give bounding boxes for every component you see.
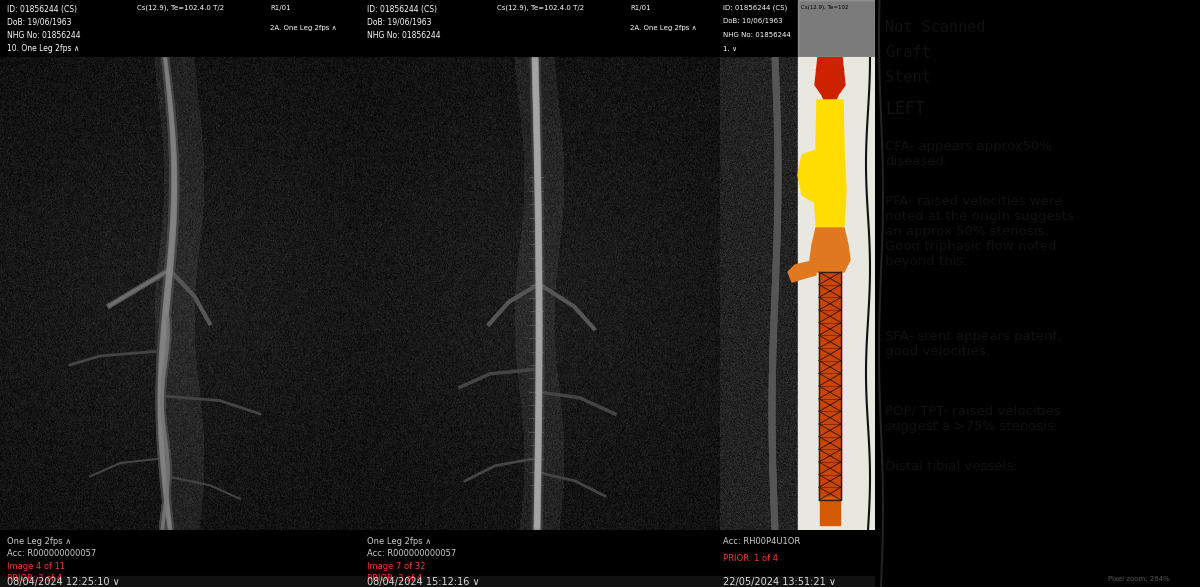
Text: ID: 01856244 (CS): ID: 01856244 (CS) [367, 5, 437, 14]
Text: PRIOR: 3 of 4: PRIOR: 3 of 4 [367, 575, 422, 583]
Bar [798, 57, 875, 530]
Text: Acc: R000000000057: Acc: R000000000057 [367, 549, 456, 558]
Text: 1. ∨: 1. ∨ [724, 46, 737, 52]
Text: NHG No: 01856244: NHG No: 01856244 [7, 31, 80, 40]
Text: 2A. One Leg 2fps ∧: 2A. One Leg 2fps ∧ [630, 25, 697, 31]
Bar [0, 576, 360, 587]
Text: Image 4 of 11: Image 4 of 11 [7, 562, 65, 571]
Text: PFA- raised velocities were
noted at the origin suggests
an approx.50% stenosis.: PFA- raised velocities were noted at the… [886, 195, 1074, 268]
Text: 22/05/2024 13:51:21 ∨: 22/05/2024 13:51:21 ∨ [724, 577, 836, 587]
Text: ID: 01856244 (CS): ID: 01856244 (CS) [724, 5, 787, 11]
Bar [720, 576, 875, 587]
Polygon shape [816, 57, 844, 70]
Text: 08/04/2024 15:12:16 ∨: 08/04/2024 15:12:16 ∨ [367, 577, 480, 587]
Text: R1/01: R1/01 [630, 5, 650, 11]
Text: Acc: R000000000057: Acc: R000000000057 [7, 549, 96, 558]
Text: R1/01: R1/01 [270, 5, 290, 11]
Text: NHG No: 01856244: NHG No: 01856244 [367, 31, 440, 40]
Text: LEFT: LEFT [886, 100, 925, 118]
Text: 10. One Leg 2fps ∧: 10. One Leg 2fps ∧ [7, 44, 79, 53]
Text: DoB: 10/06/1963: DoB: 10/06/1963 [724, 18, 782, 24]
Polygon shape [814, 100, 846, 235]
Polygon shape [788, 260, 816, 282]
Text: 2A. One Leg 2fps ∧: 2A. One Leg 2fps ∧ [270, 25, 337, 31]
Text: Cs(12.9), Te=102.4.0 T/2: Cs(12.9), Te=102.4.0 T/2 [137, 5, 224, 11]
Text: One Leg 2fps ∧: One Leg 2fps ∧ [367, 537, 432, 546]
Polygon shape [798, 150, 816, 202]
Bar [360, 576, 720, 587]
Text: PRIOR: 1 of 4: PRIOR: 1 of 4 [724, 554, 778, 563]
Text: Graft: Graft [886, 45, 931, 60]
Polygon shape [815, 57, 845, 102]
Text: Cs(12.9), Te=102.4.0 T/2: Cs(12.9), Te=102.4.0 T/2 [497, 5, 584, 11]
Text: SFA- stent appears patent,
good velocities.: SFA- stent appears patent, good velociti… [886, 330, 1062, 358]
Text: CFA- appears approx50%
diseased.: CFA- appears approx50% diseased. [886, 140, 1052, 168]
Text: Pixel zoom: 264%: Pixel zoom: 264% [1109, 576, 1170, 582]
Text: PRIOR: 3 of 4: PRIOR: 3 of 4 [7, 575, 62, 583]
Text: DoB: 19/06/1963: DoB: 19/06/1963 [367, 18, 432, 26]
Text: Cs(12.9), Te=102: Cs(12.9), Te=102 [800, 5, 848, 9]
Text: DoB: 19/06/1963: DoB: 19/06/1963 [7, 18, 72, 26]
Text: ID: 01856244 (CS): ID: 01856244 (CS) [7, 5, 77, 14]
Bar [820, 497, 840, 525]
Text: POP/ TPT- raised velocities
suggest a >75% stenosis.: POP/ TPT- raised velocities suggest a >7… [886, 405, 1061, 433]
Text: Image 7 of 32: Image 7 of 32 [367, 562, 426, 571]
Text: Stent: Stent [886, 70, 931, 85]
Text: Acc: RH00P4U1OR: Acc: RH00P4U1OR [724, 537, 800, 546]
Text: One Leg 2fps ∧: One Leg 2fps ∧ [7, 537, 72, 546]
Bar [818, 272, 841, 500]
Bar [818, 272, 841, 500]
Polygon shape [810, 228, 850, 272]
Text: 08/04/2024 12:25:10 ∨: 08/04/2024 12:25:10 ∨ [7, 577, 120, 587]
Text: Distal tibial vessels:: Distal tibial vessels: [886, 460, 1018, 473]
Text: Not Scanned: Not Scanned [886, 20, 985, 35]
Bar [798, 0, 875, 57]
Text: NHG No: 01856244: NHG No: 01856244 [724, 32, 791, 38]
